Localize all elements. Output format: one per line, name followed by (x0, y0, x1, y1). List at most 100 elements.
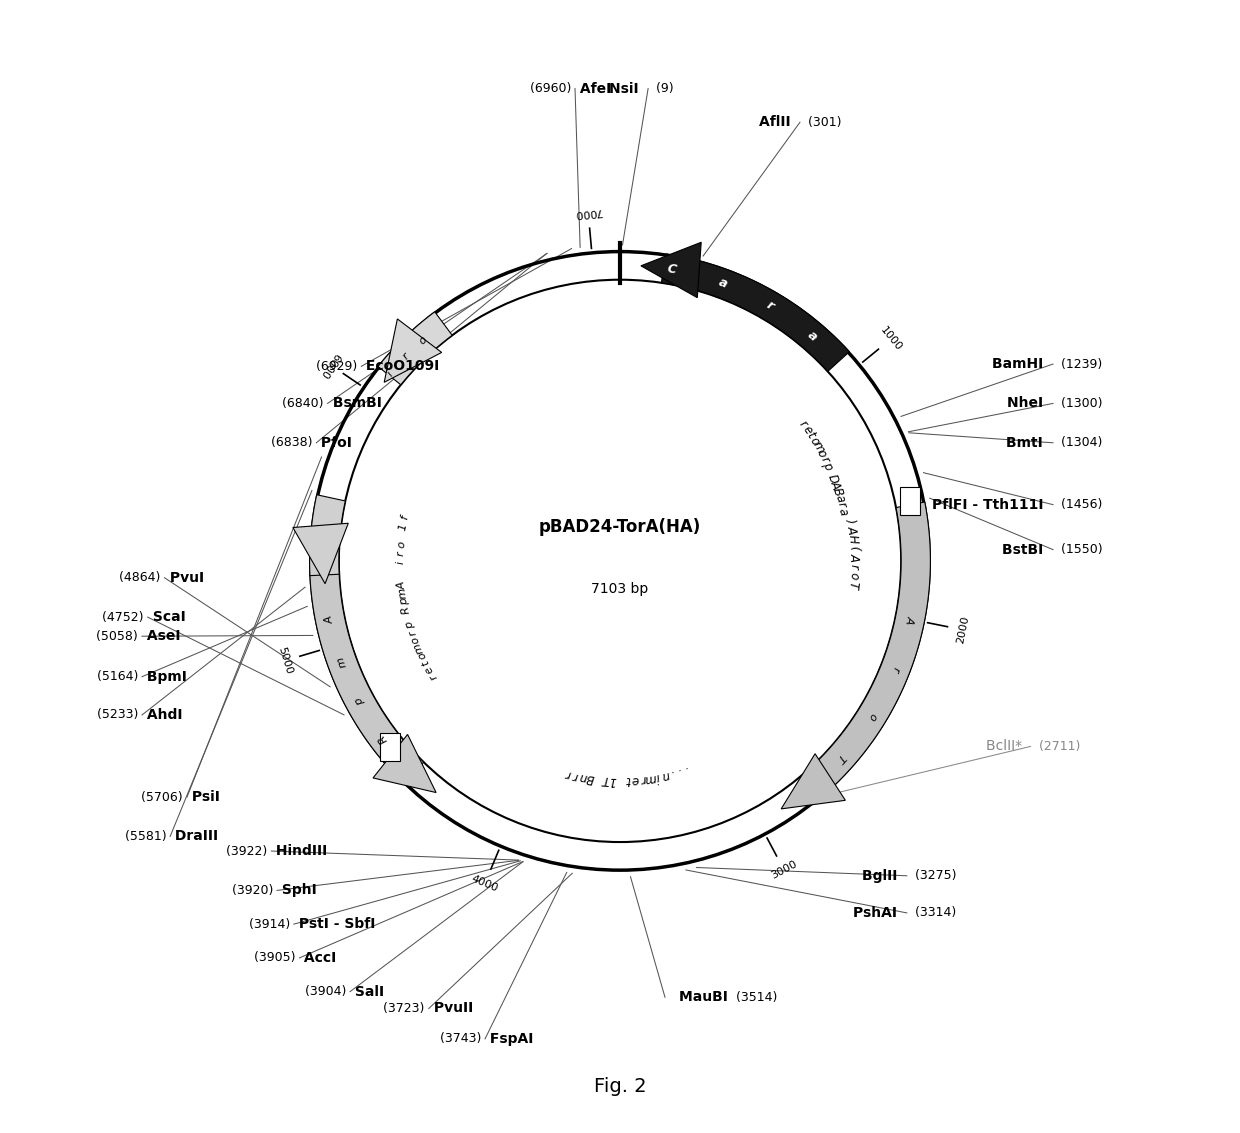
Polygon shape (661, 254, 849, 372)
Text: (5581): (5581) (124, 829, 170, 843)
Text: r: r (890, 665, 900, 673)
Text: (: ( (847, 545, 861, 551)
Polygon shape (310, 495, 345, 576)
Text: (5164): (5164) (97, 671, 143, 683)
Text: A: A (828, 479, 843, 491)
Text: D: D (826, 472, 841, 485)
Text: (5058): (5058) (97, 630, 143, 642)
Text: (1550): (1550) (1053, 543, 1102, 556)
Text: m: m (644, 770, 657, 785)
Text: (3905): (3905) (254, 952, 300, 964)
Text: PfoI: PfoI (316, 436, 352, 450)
Text: BstBI: BstBI (1002, 543, 1053, 556)
Text: BclII*: BclII* (986, 740, 1030, 753)
Text: r: r (817, 454, 832, 465)
Text: BamHI: BamHI (992, 357, 1053, 372)
Text: (3314): (3314) (906, 906, 956, 919)
Text: o: o (409, 636, 422, 646)
Text: AhdI: AhdI (143, 708, 182, 722)
Text: e: e (800, 423, 815, 436)
Text: 4000: 4000 (470, 874, 500, 894)
Text: HindIII: HindIII (272, 844, 327, 858)
Polygon shape (781, 753, 846, 809)
Polygon shape (378, 312, 453, 385)
Text: a: a (805, 329, 820, 343)
Polygon shape (293, 523, 348, 583)
Text: (3743): (3743) (440, 1032, 485, 1046)
Text: t: t (804, 431, 817, 441)
Text: o: o (418, 334, 429, 346)
Text: r: r (640, 773, 646, 785)
Text: (4752): (4752) (102, 611, 148, 623)
Text: (3723): (3723) (383, 1002, 429, 1015)
Text: (3275): (3275) (906, 869, 956, 883)
Text: (1239): (1239) (1053, 358, 1102, 370)
Text: 7000: 7000 (574, 206, 603, 219)
Text: C: C (666, 263, 678, 276)
Text: (2711): (2711) (1030, 740, 1080, 753)
Bar (379, 733, 399, 760)
Text: 6000: 6000 (319, 350, 342, 380)
Text: r: r (401, 351, 412, 361)
Text: 1: 1 (609, 774, 618, 786)
Text: 3000: 3000 (769, 859, 799, 880)
Text: m: m (336, 655, 348, 668)
Text: .: . (670, 767, 676, 781)
Text: A: A (844, 525, 859, 535)
Text: n: n (660, 768, 671, 783)
Text: o: o (396, 540, 407, 548)
Text: ): ) (843, 517, 857, 523)
Text: AseI: AseI (143, 629, 181, 644)
Text: EcoO109I: EcoO109I (361, 359, 439, 373)
Text: AfeI: AfeI (575, 82, 611, 95)
Text: AccI: AccI (300, 951, 337, 965)
Text: 1: 1 (398, 522, 409, 531)
Text: (3904): (3904) (305, 985, 350, 998)
Text: (6838): (6838) (270, 436, 316, 450)
Text: A: A (325, 615, 336, 624)
Text: 2000: 2000 (955, 615, 971, 645)
Text: (6960): (6960) (529, 82, 575, 95)
Text: t: t (625, 774, 631, 786)
Text: r: r (572, 769, 579, 783)
Text: i: i (655, 770, 661, 784)
Text: e: e (423, 664, 435, 675)
Text: 7103 bp: 7103 bp (591, 582, 649, 596)
Text: (1300): (1300) (1053, 397, 1102, 410)
Text: o: o (866, 710, 878, 722)
Text: R: R (377, 732, 389, 744)
Text: e: e (631, 773, 640, 786)
Text: o: o (847, 571, 861, 579)
Text: r: r (847, 563, 861, 569)
Text: a: a (832, 493, 847, 503)
Text: (3514): (3514) (733, 990, 777, 1004)
Text: (301): (301) (800, 116, 842, 129)
Text: PflFI - Tth111I: PflFI - Tth111I (931, 497, 1053, 512)
Text: Fig. 2: Fig. 2 (594, 1076, 646, 1096)
Text: H: H (846, 534, 859, 544)
Text: NsiI: NsiI (609, 82, 649, 95)
Polygon shape (641, 242, 701, 298)
Text: PvuI: PvuI (165, 571, 203, 585)
Text: p: p (820, 460, 835, 471)
Text: SphI: SphI (277, 884, 316, 897)
Text: B: B (830, 486, 844, 497)
Text: PsiI: PsiI (187, 790, 219, 804)
Text: BmtI: BmtI (1007, 436, 1053, 450)
Text: 1000: 1000 (878, 325, 903, 353)
Text: o: o (807, 435, 822, 448)
Text: t: t (420, 658, 432, 666)
Polygon shape (310, 527, 424, 783)
Text: (5233): (5233) (97, 708, 143, 722)
Text: DraIII: DraIII (170, 829, 218, 843)
Text: PvuII: PvuII (429, 1002, 472, 1015)
Text: r: r (796, 418, 810, 431)
Text: m: m (397, 587, 409, 599)
Text: T: T (601, 773, 610, 786)
Text: (6929): (6929) (316, 360, 361, 373)
Polygon shape (373, 734, 436, 793)
Text: (3920): (3920) (232, 884, 277, 897)
Text: .: . (683, 763, 691, 776)
Text: a: a (836, 506, 851, 517)
Text: r: r (407, 629, 418, 637)
